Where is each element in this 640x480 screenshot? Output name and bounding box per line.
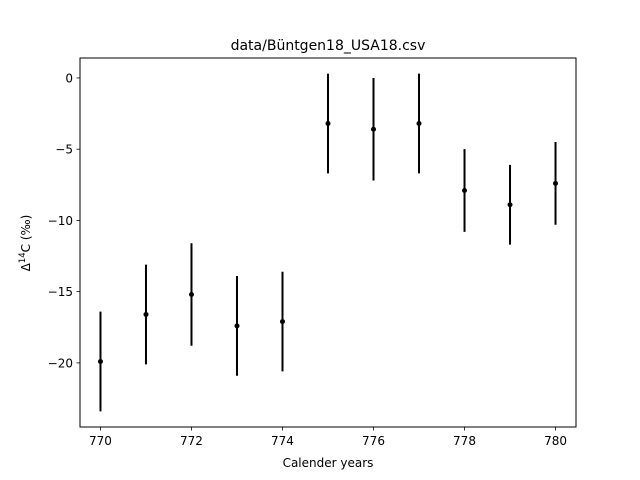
data-point <box>507 202 513 208</box>
plot-marks <box>97 73 559 412</box>
x-tick-label: 770 <box>89 434 112 448</box>
x-tick-label: 776 <box>362 434 385 448</box>
y-tick-label: 0 <box>65 71 73 85</box>
y-axis-label: Δ14C (‰) <box>18 215 33 272</box>
data-point <box>234 323 240 329</box>
x-axis-ticks: 770 772 774 776 778 780 <box>89 427 567 448</box>
y-tick-label: −15 <box>48 285 73 299</box>
y-tick-label: −20 <box>48 356 73 370</box>
data-point <box>325 121 331 127</box>
data-point <box>188 292 194 298</box>
x-tick-label: 778 <box>453 434 476 448</box>
x-tick-label: 774 <box>271 434 294 448</box>
y-axis-label-superscript: 14 <box>18 252 28 263</box>
data-point <box>97 358 103 364</box>
x-tick-label: 772 <box>180 434 203 448</box>
y-tick-label: −5 <box>55 143 73 157</box>
chart-title: data/Büntgen18_USA18.csv <box>231 38 426 54</box>
data-point <box>553 180 559 186</box>
y-axis-label-delta: Δ <box>19 262 33 271</box>
x-axis-label: Calender years <box>283 456 374 470</box>
x-tick-label: 780 <box>544 434 567 448</box>
y-axis-label-rest: C (‰) <box>19 215 33 253</box>
y-axis-ticks: 0 −5 −10 −15 −20 <box>48 71 80 370</box>
y-tick-label: −10 <box>48 214 73 228</box>
plot-frame <box>79 57 577 428</box>
data-point <box>279 319 285 325</box>
data-point <box>462 187 468 193</box>
data-point <box>371 126 377 132</box>
data-point <box>416 121 422 127</box>
data-point <box>143 311 149 317</box>
